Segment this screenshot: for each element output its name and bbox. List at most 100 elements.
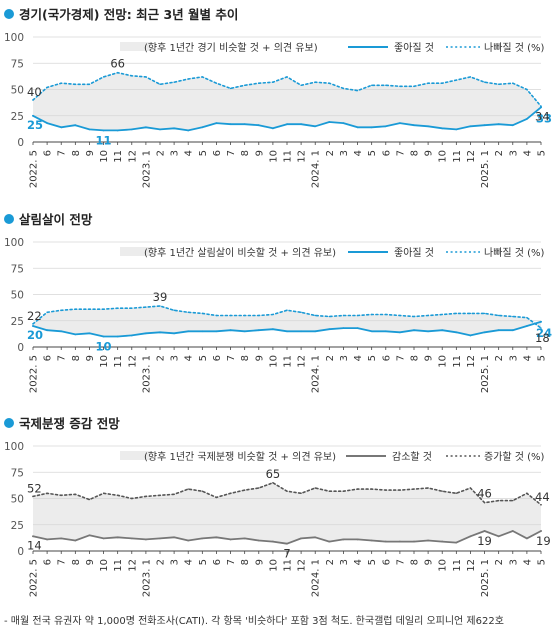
data-point-optimistic (173, 536, 176, 539)
x-tick-label: 11 (283, 355, 294, 368)
data-label-optimistic-first: 25 (27, 118, 43, 132)
legend-pessimistic-label: 나빠질 것 (%) (484, 42, 545, 54)
x-tick-label: 7 (226, 355, 237, 361)
data-point-optimistic (356, 327, 359, 329)
x-tick-label: 2 (156, 559, 167, 565)
data-point-optimistic (144, 538, 147, 541)
data-point-pessimistic (399, 314, 401, 317)
y-tick-label: 25 (11, 111, 24, 123)
data-point-pessimistic (526, 492, 528, 494)
x-tick-label: 9 (424, 559, 435, 565)
data-point-optimistic (46, 538, 49, 541)
x-tick-label: 10 (99, 150, 110, 163)
data-point-optimistic (370, 330, 373, 333)
panel-economy: 경기(국가경제) 전망: 최근 3년 월별 추이 0 25 50 75 100 2022.… (0, 0, 556, 200)
x-tick-label: 2 (494, 150, 505, 156)
data-point-optimistic (497, 535, 500, 538)
data-point-optimistic (116, 536, 119, 539)
data-point-optimistic (384, 540, 387, 543)
x-tick-label: 6 (381, 355, 392, 361)
data-point-pessimistic (272, 81, 274, 83)
data-point-pessimistic (455, 312, 458, 315)
x-tick-label: 3 (170, 150, 181, 156)
panel-conflict: 국제분쟁 증감 전망 0 25 50 75 100 2022. 5 6 7 8 9 10 11 12 20… (0, 409, 556, 609)
data-point-pessimistic (243, 489, 246, 491)
x-tick-label: 5 (198, 559, 209, 565)
data-point-pessimistic (356, 488, 359, 490)
legend-band-label: (향후 1년간 경기 비슷할 것 + 의견 유보) (144, 41, 318, 54)
data-point-optimistic (525, 325, 528, 327)
x-tick-label: 2025. 1 (480, 355, 491, 393)
data-point-pessimistic (173, 81, 175, 83)
y-tick-label: 75 (11, 467, 24, 479)
data-point-optimistic (243, 537, 246, 540)
x-tick-label: 10 (438, 150, 449, 163)
data-point-optimistic (384, 330, 387, 333)
x-tick-label: 6 (43, 150, 54, 156)
x-tick-label: 8 (240, 559, 251, 565)
data-point-pessimistic (356, 89, 359, 92)
x-tick-label: 5 (367, 150, 378, 156)
legend-band-label: (향후 1년간 살림살이 비슷할 것 + 의견 유보) (144, 247, 336, 259)
y-tick-label: 50 (11, 494, 24, 506)
data-point-optimistic (300, 537, 303, 540)
data-point-optimistic (441, 127, 444, 130)
x-tick-label: 2022. 5 (29, 150, 40, 188)
legend-band-swatch (120, 247, 150, 256)
data-point-optimistic (46, 122, 49, 124)
bullet-dot-icon (4, 8, 14, 19)
data-point-pessimistic (102, 308, 105, 310)
data-point-pessimistic (145, 495, 147, 498)
data-point-optimistic (271, 127, 274, 130)
data-point-pessimistic (526, 316, 528, 319)
x-tick-label: 5 (198, 355, 209, 361)
data-point-pessimistic (60, 82, 62, 84)
neutral-band-area (33, 306, 541, 337)
data-point-pessimistic (102, 76, 105, 78)
data-point-optimistic (144, 126, 147, 129)
data-point-optimistic (483, 124, 486, 127)
data-point-optimistic (60, 537, 63, 540)
data-point-optimistic (159, 128, 161, 131)
data-point-optimistic (187, 539, 190, 542)
data-point-pessimistic (342, 87, 345, 90)
data-point-optimistic (271, 540, 274, 543)
data-label-optimistic-min: 10 (96, 340, 112, 354)
data-point-pessimistic (469, 312, 472, 315)
data-point-optimistic (427, 539, 430, 542)
x-tick-label: 9 (254, 150, 265, 156)
panel-title-text: 경기(국가경제) 전망: 최근 3년 월별 추이 (19, 7, 239, 22)
data-point-optimistic (257, 329, 260, 332)
x-tick-label: 6 (212, 559, 223, 565)
x-tick-label: 4 (184, 150, 195, 156)
y-tick-label: 100 (4, 237, 24, 249)
data-point-optimistic (229, 538, 232, 541)
x-tick-label: 4 (184, 559, 195, 565)
x-tick-label: 3 (170, 559, 181, 565)
x-tick-label: 8 (240, 355, 251, 361)
data-label-pessimistic-last: 34 (535, 109, 550, 123)
x-tick-label: 12 (466, 355, 477, 368)
data-point-optimistic (497, 329, 500, 332)
x-tick-label: 7 (57, 150, 68, 156)
x-tick-label: 12 (297, 150, 308, 163)
x-tick-label: 5 (537, 150, 548, 156)
data-point-optimistic (398, 331, 401, 334)
x-tick-label: 3 (508, 150, 519, 156)
x-tick-label: 2023. 1 (141, 559, 152, 597)
data-point-optimistic (201, 126, 204, 129)
data-point-pessimistic (229, 314, 232, 317)
data-point-optimistic (102, 537, 105, 540)
data-point-optimistic (215, 536, 218, 539)
legend-band-label: (향후 1년간 국제분쟁 비슷할 것 + 의견 유보) (144, 451, 336, 463)
data-point-optimistic (271, 328, 274, 331)
data-point-optimistic (314, 536, 317, 539)
data-point-optimistic (130, 128, 133, 131)
data-point-pessimistic (540, 504, 542, 506)
y-tick-label: 100 (4, 441, 24, 453)
data-point-pessimistic (272, 482, 274, 484)
data-point-optimistic (116, 129, 119, 132)
data-point-pessimistic (370, 313, 373, 316)
data-point-pessimistic (187, 488, 189, 490)
x-tick-label: 11 (452, 150, 463, 163)
